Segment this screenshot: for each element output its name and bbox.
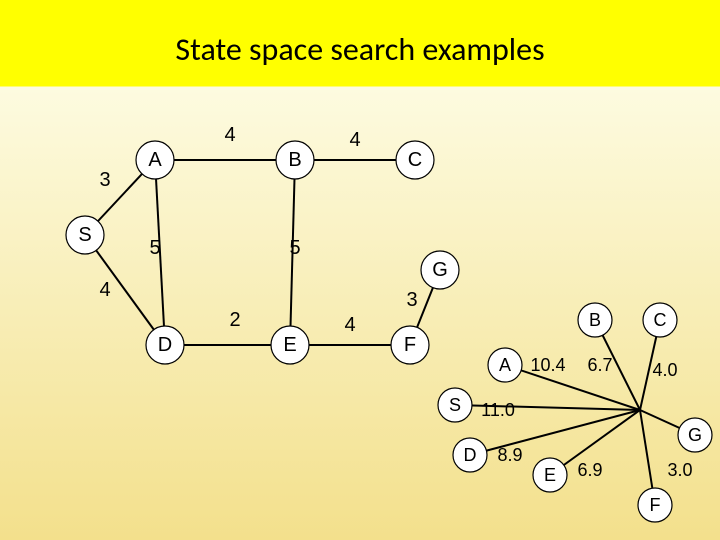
- heuristic-A2: 10.4: [530, 355, 565, 375]
- heuristic-S2: 11.0: [481, 400, 515, 420]
- edge-weight-E-F: 4: [344, 314, 355, 336]
- edge-weight-S-D: 4: [99, 279, 110, 301]
- hnode-label-D2: D: [464, 445, 477, 465]
- edge-weight-A-D: 5: [149, 237, 160, 259]
- heuristic-E2: 6.9: [577, 460, 602, 480]
- edge-weight-A-B: 4: [224, 124, 235, 146]
- heuristic-B2: 6.7: [587, 355, 612, 375]
- hnode-label-B2: B: [589, 310, 601, 330]
- hnode-label-E2: E: [544, 465, 556, 485]
- heuristic-G2: 3.0: [667, 460, 692, 480]
- node-label-S: S: [78, 224, 91, 246]
- hnode-label-G2: G: [688, 425, 702, 445]
- hnode-label-A2: A: [499, 355, 511, 375]
- hnode-label-C2: C: [654, 310, 667, 330]
- node-label-C: C: [408, 149, 422, 171]
- edge-weight-F-G: 3: [406, 289, 417, 311]
- heuristic-D2: 8.9: [497, 445, 522, 465]
- hnode-label-S2: S: [449, 395, 461, 415]
- edge-weight-B-E: 5: [289, 237, 300, 259]
- heuristic-C2: 4.0: [652, 360, 677, 380]
- node-label-B: B: [288, 149, 301, 171]
- diagram-canvas: SABCDEFG344455243ABCSDEFG10.46.74.011.08…: [0, 0, 720, 540]
- edge-weight-S-A: 3: [99, 169, 110, 191]
- node-label-G: G: [432, 259, 448, 281]
- node-label-D: D: [158, 334, 172, 356]
- edge-weight-D-E: 2: [229, 309, 240, 331]
- hedge-A2: [505, 365, 640, 410]
- node-label-A: A: [148, 149, 162, 171]
- node-label-E: E: [283, 334, 296, 356]
- hnode-label-F2: F: [650, 495, 661, 515]
- node-label-F: F: [404, 334, 416, 356]
- edge-weight-B-C: 4: [349, 129, 360, 151]
